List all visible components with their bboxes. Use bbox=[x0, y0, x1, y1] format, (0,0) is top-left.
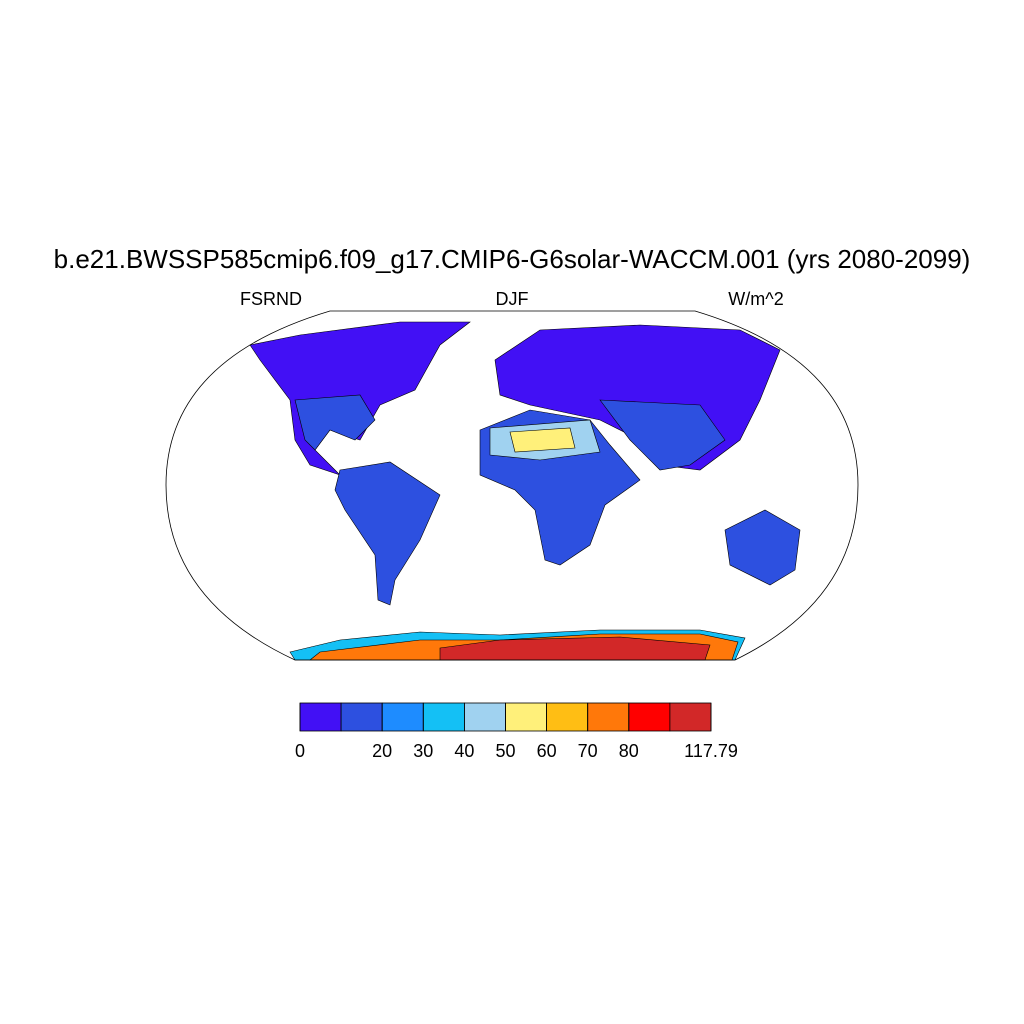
colorbar-tick-label: 30 bbox=[413, 741, 433, 761]
colorbar-box bbox=[669, 702, 712, 732]
colorbar-tick-label: 0 bbox=[295, 741, 305, 761]
colorbar-tick-label: 70 bbox=[578, 741, 598, 761]
colorbar-box bbox=[299, 702, 342, 732]
title: b.e21.BWSSP585cmip6.f09_g17.CMIP6-G6sola… bbox=[54, 244, 971, 274]
colorbar-tick-label: 50 bbox=[495, 741, 515, 761]
colorbar-box bbox=[422, 702, 465, 732]
colorbar-tick-label: 40 bbox=[454, 741, 474, 761]
colorbar-tick-label: 20 bbox=[372, 741, 392, 761]
map bbox=[165, 310, 859, 661]
colorbar-box bbox=[546, 702, 589, 732]
colorbar-box bbox=[628, 702, 671, 732]
colorbar-tick-label: 80 bbox=[619, 741, 639, 761]
colorbar-tick-label: 60 bbox=[537, 741, 557, 761]
colorbar: 0 20 30 40 50 60 70 80 117.79 bbox=[295, 702, 738, 761]
colorbar-box bbox=[463, 702, 506, 732]
colorbar-box bbox=[381, 702, 424, 732]
colorbar-box bbox=[587, 702, 630, 732]
colorbar-box bbox=[340, 702, 383, 732]
australia bbox=[724, 509, 801, 586]
colorbar-box bbox=[505, 702, 547, 732]
land bbox=[249, 321, 801, 661]
center-label: DJF bbox=[496, 289, 529, 309]
left-label: FSRND bbox=[240, 289, 302, 309]
north-america-south bbox=[294, 394, 376, 451]
south-america bbox=[334, 461, 441, 606]
asia-south bbox=[599, 399, 726, 471]
colorbar-tick-label: 117.79 bbox=[684, 741, 738, 761]
right-label: W/m^2 bbox=[728, 289, 783, 309]
sahara-core bbox=[509, 427, 576, 453]
map-outline bbox=[165, 310, 859, 661]
